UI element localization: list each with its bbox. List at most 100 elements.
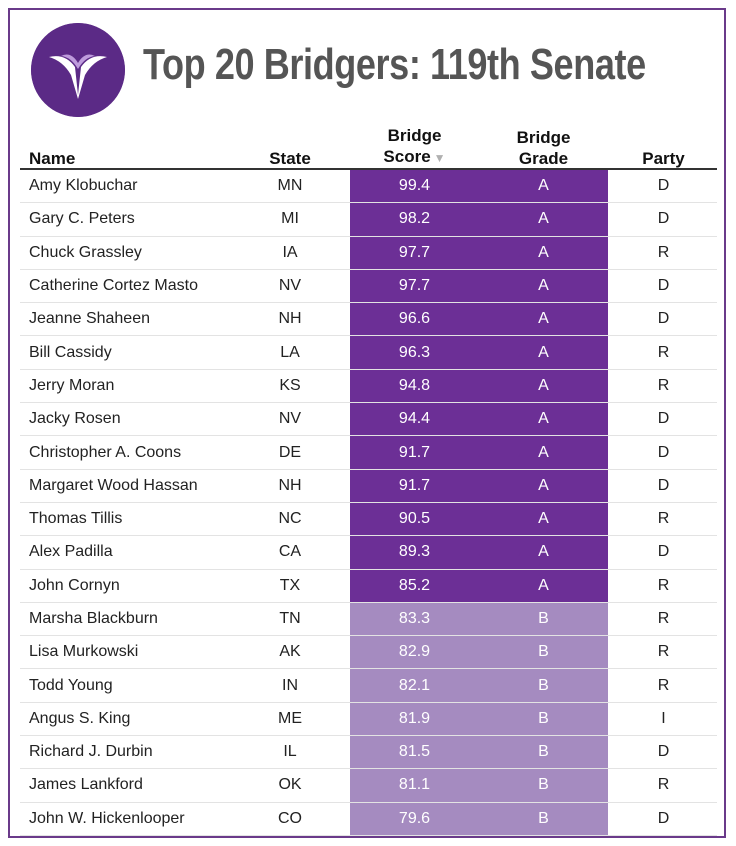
senator-state: CA [278,543,302,561]
senator-state: DE [278,443,302,461]
bridge-grade: A [538,376,549,394]
table-row[interactable]: Chuck Grassley IA 97.7 A R [20,236,717,270]
score-band-cell [350,769,608,802]
score-band-cell [350,502,608,536]
logo-mark-icon [31,23,125,117]
senator-state: MI [281,210,299,228]
bridge-score: 97.7 [398,243,431,261]
senator-state: NV [278,410,302,428]
column-header-bridge-grade[interactable]: Bridge Grade [479,117,608,169]
senator-state: NH [278,476,302,494]
bridge-score: 85.2 [398,576,431,594]
senator-name: Amy Klobuchar [29,177,138,195]
senator-state: CO [278,809,302,827]
bridge-score: 90.5 [398,510,431,528]
column-header-name[interactable]: Name [29,117,229,169]
senator-name: Angus S. King [29,709,131,727]
column-header-score-line1: Bridge [387,126,442,145]
senator-name: Jeanne Shaheen [29,310,150,328]
table-row[interactable]: Marsha Blackburn TN 83.3 B R [20,602,717,637]
table-row[interactable]: Gary C. Peters MI 98.2 A D [20,203,717,237]
table-row[interactable]: Jacky Rosen NV 94.4 A D [20,403,717,437]
bridge-score: 94.8 [398,376,431,394]
table-row[interactable]: Alex Padilla CA 89.3 A D [20,536,717,570]
table-row[interactable]: Richard J. Durbin IL 81.5 B D [20,736,717,770]
senator-party: D [657,310,670,328]
senator-party: R [657,610,670,627]
table-row[interactable]: Bill Cassidy LA 96.3 A R [20,336,717,370]
senator-party: R [657,643,670,661]
score-band-cell [350,469,608,502]
column-header-score-line2-wrap: Score ▼ [383,146,445,169]
table-row[interactable]: Catherine Cortez Masto NV 97.7 A D [20,269,717,304]
senator-name: John W. Hickenlooper [29,809,185,827]
senator-party: R [657,510,670,528]
score-band-cell [350,536,608,569]
bridge-grade: A [538,343,549,361]
senator-name: Thomas Tillis [29,510,123,528]
senator-name: James Lankford [29,776,143,794]
senator-party: D [657,809,670,827]
bridge-score: 89.3 [398,543,431,561]
senator-state: TN [279,610,301,627]
table-row[interactable]: Amy Klobuchar MN 99.4 A D [20,170,717,204]
score-band-cell [350,602,608,636]
senator-state: IN [282,676,298,694]
senator-party: I [661,709,666,727]
bridge-grade: B [538,709,549,727]
table-row[interactable]: Jerry Moran KS 94.8 A R [20,369,717,404]
senator-party: R [657,576,670,594]
table-row[interactable]: John W. Hickenlooper CO 79.6 B D [20,802,717,836]
bridge-grade: A [538,576,549,594]
senator-party: D [657,476,670,494]
senator-name: John Cornyn [29,576,120,594]
senator-name: Lisa Murkowski [29,643,139,661]
bridge-grade: A [538,443,549,461]
senator-name: Todd Young [29,676,113,694]
table-row[interactable]: Lisa Murkowski AK 82.9 B R [20,636,717,670]
bridge-score: 81.9 [398,709,431,727]
column-header-score-line2: Score [383,147,431,166]
senator-name: Alex Padilla [29,543,113,561]
bridge-score: 91.7 [398,443,431,461]
bridge-grade: A [538,243,549,261]
bridge-score: 81.1 [398,776,431,794]
senator-party: R [657,343,670,361]
bridge-grade: A [538,177,549,195]
senator-party: D [657,210,670,228]
bridge-grade: A [538,210,549,228]
senator-table-body: Amy Klobuchar MN 99.4 A D Gary C. Peters MI 98.… [20,170,717,836]
score-band-cell [350,636,608,669]
table-row[interactable]: Margaret Wood Hassan NH 91.7 A D [20,469,717,503]
score-band-cell [350,736,608,769]
column-header-bridge-score[interactable]: Bridge Score ▼ [350,117,479,169]
table-row[interactable]: Christopher A. Coons DE 91.7 A D [20,436,717,470]
sort-descending-icon[interactable]: ▼ [433,151,446,165]
table-row[interactable]: Angus S. King ME 81.9 B I [20,702,717,737]
table-row[interactable]: James Lankford OK 81.1 B R [20,769,717,803]
bridge-score: 82.9 [398,643,431,661]
senator-state: NC [278,510,302,528]
column-header-state[interactable]: State [230,117,350,169]
bridge-score: 96.3 [398,343,431,361]
table-row[interactable]: Jeanne Shaheen NH 96.6 A D [20,303,717,337]
score-band-cell [350,403,608,436]
bridge-grade: A [538,277,549,295]
column-header-party[interactable]: Party [610,117,717,169]
score-band-cell [350,203,608,236]
senator-state: KS [279,376,301,394]
senator-state: MN [277,177,303,195]
table-row[interactable]: John Cornyn TX 85.2 A R [20,569,717,603]
bridge-grade: A [538,476,549,494]
senator-party: R [657,376,670,394]
senator-state: LA [280,343,300,361]
score-band-cell [350,369,608,403]
table-row[interactable]: Thomas Tillis NC 90.5 A R [20,502,717,537]
senator-party: D [657,277,670,295]
table-row[interactable]: Todd Young IN 82.1 B R [20,669,717,703]
senator-party: R [657,676,670,694]
bridge-grade: B [538,676,549,694]
senator-name: Jacky Rosen [29,410,121,428]
score-band-cell [350,236,608,269]
column-header-name-label: Name [29,149,76,168]
